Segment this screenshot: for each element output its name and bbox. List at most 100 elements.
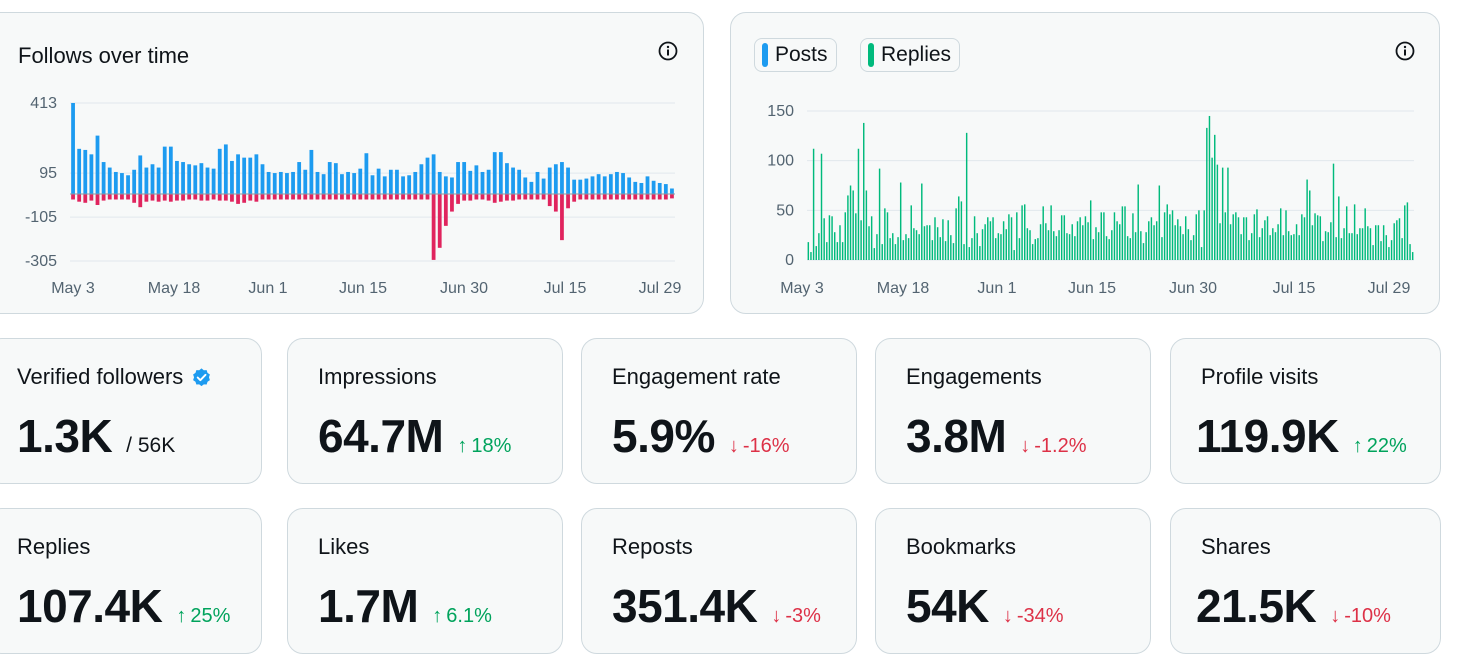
replies-bar	[915, 230, 918, 260]
follows-bar	[498, 152, 503, 194]
info-icon[interactable]	[1394, 40, 1416, 62]
replies-bar	[1111, 230, 1113, 260]
unfollows-bar	[199, 194, 204, 201]
metric-value-row: 64.7M ↑ 18%	[318, 409, 511, 463]
follows-bar	[107, 167, 112, 194]
unfollows-bar	[168, 194, 173, 202]
metric-engagements[interactable]: Engagements 3.8M ↓ -1.2%	[875, 338, 1151, 484]
follows-bar	[327, 162, 332, 194]
replies-bar	[1163, 212, 1166, 260]
metric-likes[interactable]: Likes 1.7M ↑ 6.1%	[287, 508, 563, 654]
follows-bar	[401, 176, 405, 194]
replies-bar	[1343, 228, 1345, 260]
legend-replies[interactable]: Replies	[860, 38, 961, 72]
unfollows-bar	[560, 194, 564, 241]
replies-bar	[1124, 206, 1126, 260]
follows-bar	[535, 171, 540, 194]
unfollows-bar	[266, 194, 271, 200]
metric-bookmarks[interactable]: Bookmarks 54K ↓ -34%	[875, 508, 1151, 654]
follows-bar	[670, 188, 674, 194]
y-tick-label: -105	[25, 209, 57, 226]
legend-posts[interactable]: Posts	[754, 38, 837, 72]
unfollows-bar	[162, 194, 167, 201]
follows-bar	[474, 165, 479, 194]
unfollows-bar	[364, 194, 369, 200]
replies-bar	[1145, 232, 1147, 260]
metric-reposts[interactable]: Reposts 351.4K ↓ -3%	[581, 508, 857, 654]
follows-bar	[443, 176, 448, 194]
metric-label: Reposts	[612, 534, 693, 559]
follows-bar	[627, 177, 632, 194]
follows-bar	[651, 180, 656, 194]
replies-bar	[963, 244, 965, 260]
replies-bar	[1396, 220, 1398, 260]
x-tick-label: Jul 15	[544, 280, 587, 297]
metric-value: 64.7M	[318, 410, 444, 462]
unfollows-bar	[181, 194, 185, 201]
metric-impressions[interactable]: Impressions 64.7M ↑ 18%	[287, 338, 563, 484]
metric-change-value: -1.2%	[1034, 435, 1087, 457]
replies-bar	[1034, 239, 1037, 260]
replies-bar	[1277, 224, 1279, 260]
replies-bar	[1187, 229, 1190, 260]
follows-bar	[211, 168, 216, 194]
replies-bar	[1134, 232, 1137, 260]
replies-bar	[855, 213, 857, 260]
replies-bar	[1089, 200, 1092, 260]
info-icon[interactable]	[657, 40, 679, 62]
replies-bar	[944, 241, 947, 260]
follows-bar	[553, 164, 558, 194]
follows-bar	[517, 169, 522, 194]
follows-bar	[254, 154, 259, 194]
x-tick-label: Jun 1	[248, 280, 287, 297]
replies-bar	[979, 246, 981, 260]
follows-bar	[272, 173, 277, 194]
follows-bar	[199, 163, 204, 194]
metric-label: Bookmarks	[906, 534, 1017, 559]
follows-bar	[83, 149, 88, 194]
follows-bar	[113, 171, 118, 194]
unfollows-bar	[376, 194, 381, 200]
metric-change: ↑ 25%	[176, 605, 230, 628]
metric-verified-followers[interactable]: Verified followers 1.3K / 56K	[0, 338, 262, 484]
unfollows-bar	[333, 194, 338, 200]
replies-bar	[907, 238, 910, 260]
replies-bar	[870, 216, 873, 260]
unfollows-bar	[358, 194, 363, 200]
metric-profile-visits[interactable]: Profile visits 119.9K ↑ 22%	[1170, 338, 1441, 484]
replies-bar	[976, 233, 978, 260]
replies-bar	[1224, 212, 1227, 260]
follows-bar	[364, 153, 369, 194]
replies-bar	[1404, 205, 1406, 260]
follows-bar	[150, 164, 155, 194]
replies-bar	[884, 208, 886, 260]
replies-bar	[818, 233, 820, 260]
replies-bar	[1116, 221, 1118, 260]
metric-change-value: 18%	[471, 435, 512, 457]
unfollows-bar	[498, 194, 503, 202]
metric-label: Shares	[1201, 534, 1271, 559]
replies-bar	[889, 238, 891, 260]
unfollows-bar	[645, 194, 650, 200]
replies-bar	[1071, 224, 1073, 260]
x-tick-label: Jun 1	[977, 280, 1016, 297]
metric-replies[interactable]: Replies 107.4K ↑ 25%	[0, 508, 262, 654]
unfollows-bar	[517, 194, 522, 200]
unfollows-bar	[175, 194, 179, 201]
replies-bar	[1250, 233, 1253, 260]
metric-shares[interactable]: Shares 21.5K ↓ -10%	[1170, 508, 1441, 654]
replies-bar	[1195, 214, 1197, 260]
replies-bar	[939, 237, 942, 260]
replies-bar	[1237, 217, 1240, 260]
metric-label: Engagements	[906, 364, 1042, 389]
unfollows-bar	[456, 194, 460, 204]
replies-bar	[960, 201, 963, 260]
replies-bar	[1377, 225, 1380, 260]
replies-bar	[1024, 204, 1026, 260]
follows-bar	[541, 178, 546, 194]
replies-bar	[1227, 167, 1229, 260]
replies-bar	[1338, 196, 1340, 260]
metric-engagement-rate[interactable]: Engagement rate 5.9% ↓ -16%	[581, 338, 857, 484]
y-tick-label: 150	[767, 103, 794, 120]
replies-bar	[847, 195, 849, 260]
